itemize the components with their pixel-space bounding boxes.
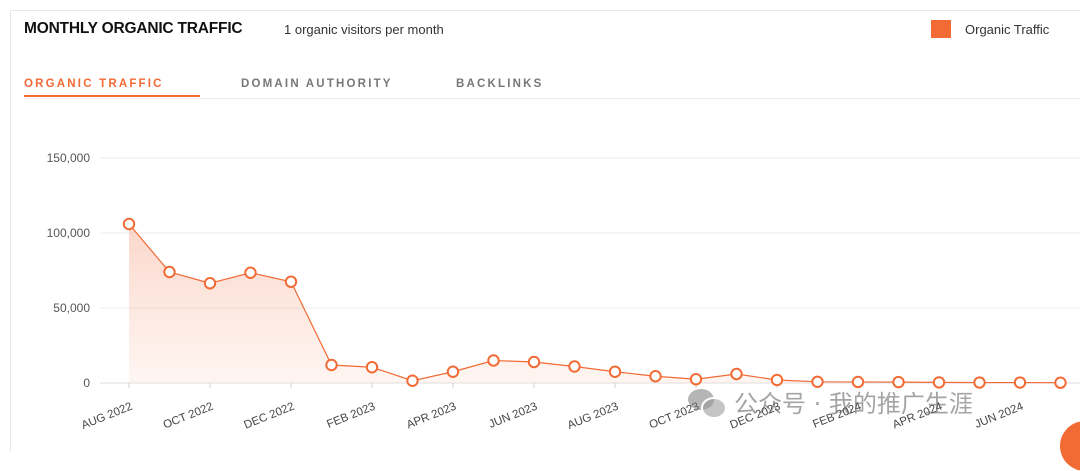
data-point xyxy=(892,375,905,389)
data-point xyxy=(932,376,946,389)
data-point xyxy=(122,217,136,231)
x-tick-label: OCT 2022 xyxy=(162,401,216,432)
data-point xyxy=(446,365,460,378)
watermark: 公众号 · 我的推广生涯 xyxy=(686,384,973,419)
tab-organic-traffic[interactable]: ORGANIC TRAFFIC xyxy=(24,78,164,90)
data-point xyxy=(1013,376,1027,389)
data-point xyxy=(568,360,581,373)
tab-backlinks[interactable]: BACKLINKS xyxy=(456,78,544,90)
data-point xyxy=(730,367,743,381)
wechat-icon xyxy=(686,387,727,419)
data-point xyxy=(325,358,338,372)
chart-subtitle: 1 organic visitors per month xyxy=(284,22,444,37)
data-point xyxy=(163,265,176,279)
legend-swatch xyxy=(931,20,951,38)
y-tick-label: 100,000 xyxy=(47,226,91,240)
data-point xyxy=(1054,376,1067,389)
y-tick-label: 50,000 xyxy=(53,301,90,315)
y-tick-label: 150,000 xyxy=(47,151,91,165)
y-tick-label: 0 xyxy=(83,376,90,390)
series-line xyxy=(128,223,1061,384)
data-point xyxy=(851,375,865,389)
tab-bar: ORGANIC TRAFFIC DOMAIN AUTHORITY BACKLIN… xyxy=(24,76,1080,99)
legend[interactable]: Organic Traffic xyxy=(931,20,1049,38)
tab-domain-authority[interactable]: DOMAIN AUTHORITY xyxy=(241,78,393,90)
active-tab-indicator xyxy=(24,95,200,97)
data-point xyxy=(973,376,986,389)
data-point xyxy=(770,373,784,387)
series-area xyxy=(129,224,1061,383)
traffic-chart: 0 50,000 100,000 150,000 AUG 2022 OCT 2022 DEC… xyxy=(47,151,1080,432)
chart-title: MONTHLY ORGANIC TRAFFIC xyxy=(24,20,243,37)
data-point xyxy=(244,266,257,279)
x-tick-label: JUN 2024 xyxy=(973,400,1025,431)
data-point xyxy=(406,374,419,387)
legend-label: Organic Traffic xyxy=(965,21,1050,37)
data-point xyxy=(649,370,662,383)
x-tick-label: APR 2023 xyxy=(405,401,458,432)
watermark-text: 公众号 · 我的推广生涯 xyxy=(734,390,973,418)
data-point xyxy=(365,361,379,374)
x-tick-label: FEB 2023 xyxy=(325,401,377,431)
data-point xyxy=(284,275,298,288)
x-tick-label: JUN 2023 xyxy=(487,401,539,431)
x-tick-label: DEC 2022 xyxy=(242,401,296,432)
data-point xyxy=(527,355,541,369)
data-point xyxy=(487,354,500,367)
data-point xyxy=(203,277,217,290)
data-point xyxy=(689,373,703,386)
data-point xyxy=(811,375,824,388)
x-tick-label: AUG 2023 xyxy=(566,401,620,432)
x-tick-label: AUG 2022 xyxy=(80,401,134,432)
data-point xyxy=(608,365,622,378)
